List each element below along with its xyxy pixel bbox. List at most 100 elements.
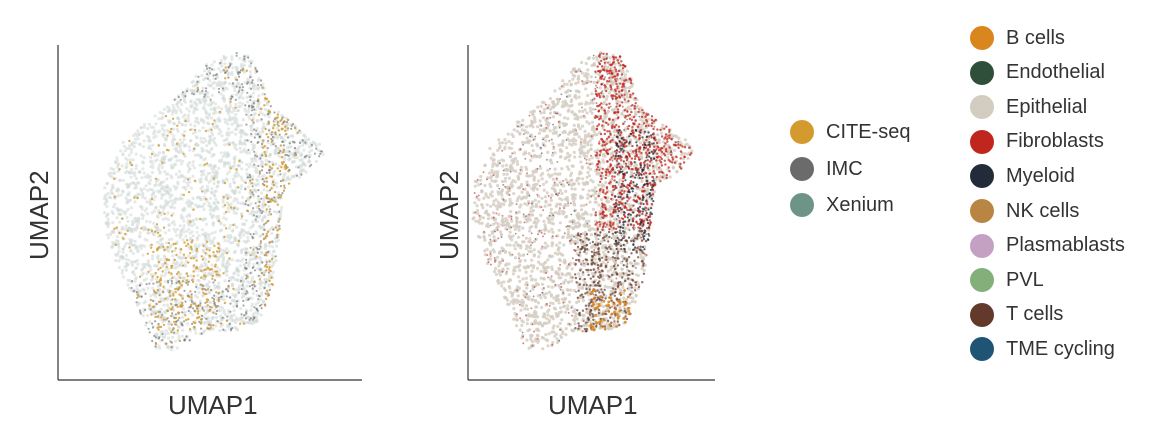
data-point (283, 172, 287, 176)
data-point (125, 162, 129, 166)
data-point (174, 247, 177, 250)
data-point (486, 217, 491, 221)
data-point (254, 68, 257, 71)
data-point (157, 344, 161, 348)
data-point (145, 212, 150, 216)
data-point (170, 266, 173, 270)
data-point (207, 180, 211, 184)
data-point (181, 304, 184, 307)
data-point (280, 161, 284, 164)
data-point (213, 279, 217, 282)
data-point (245, 100, 250, 104)
data-point (278, 133, 281, 136)
data-point (174, 290, 177, 294)
data-point (230, 70, 234, 75)
data-point (207, 280, 211, 284)
data-point (151, 286, 155, 290)
data-point (145, 313, 150, 318)
data-point (171, 103, 175, 107)
data-point (567, 293, 571, 297)
data-point (256, 105, 260, 109)
data-point (550, 285, 554, 289)
data-point (225, 172, 229, 176)
data-point (604, 181, 608, 185)
data-point (116, 194, 120, 198)
data-point (184, 143, 188, 147)
data-point (269, 213, 273, 216)
data-point (203, 102, 207, 106)
data-point (257, 113, 261, 117)
data-point (213, 111, 217, 115)
data-point (473, 201, 477, 205)
data-point (181, 238, 185, 242)
data-point (241, 222, 245, 226)
data-point (509, 300, 513, 304)
data-point (570, 187, 574, 191)
data-point (161, 155, 165, 159)
data-point (158, 336, 161, 339)
data-point (264, 97, 267, 100)
data-point (566, 288, 570, 292)
data-point (517, 286, 521, 290)
data-point (142, 278, 146, 282)
data-point (115, 156, 119, 160)
data-point (147, 137, 151, 141)
data-point (178, 100, 182, 104)
data-point (154, 336, 157, 339)
data-point (222, 138, 226, 143)
data-point (266, 294, 270, 297)
data-point (238, 322, 242, 325)
data-point (593, 257, 597, 261)
data-point (201, 86, 205, 90)
data-point (633, 234, 637, 238)
data-point (162, 129, 166, 133)
data-point (281, 179, 285, 182)
data-point (244, 149, 248, 154)
data-point (211, 100, 215, 104)
data-point (242, 299, 245, 302)
data-point (249, 317, 252, 320)
legend-swatch (790, 157, 814, 181)
data-point (287, 182, 291, 185)
data-point (131, 252, 135, 256)
data-point (164, 216, 168, 221)
data-point (480, 221, 484, 225)
data-point (519, 165, 523, 169)
data-point (282, 151, 285, 154)
data-point (268, 171, 271, 174)
data-point (259, 191, 264, 195)
data-point (226, 122, 230, 126)
data-point (178, 224, 182, 228)
data-point (270, 131, 274, 134)
data-point (189, 290, 192, 293)
data-point (159, 180, 163, 184)
data-point (234, 102, 238, 106)
data-point (103, 195, 107, 199)
data-point (115, 239, 119, 243)
data-point (206, 184, 210, 189)
data-point (223, 239, 227, 243)
data-point (182, 277, 186, 281)
data-point (125, 215, 129, 220)
data-point (267, 284, 271, 288)
data-point (593, 63, 597, 67)
data-point (262, 197, 266, 201)
data-point (639, 106, 643, 110)
data-point (107, 172, 111, 176)
data-point (204, 175, 209, 179)
data-point (250, 296, 254, 300)
data-point (258, 172, 261, 175)
data-point (180, 122, 184, 127)
data-point (586, 193, 590, 197)
data-point (260, 160, 265, 164)
umap-panel-celltype: UMAP1 UMAP2 (430, 30, 730, 430)
data-point (144, 323, 148, 327)
data-point (121, 250, 125, 254)
data-point (577, 77, 581, 81)
data-point (260, 211, 263, 215)
data-point (498, 141, 502, 145)
data-point (239, 135, 243, 139)
data-point (228, 108, 232, 113)
data-point (490, 170, 494, 174)
data-point (146, 175, 150, 180)
